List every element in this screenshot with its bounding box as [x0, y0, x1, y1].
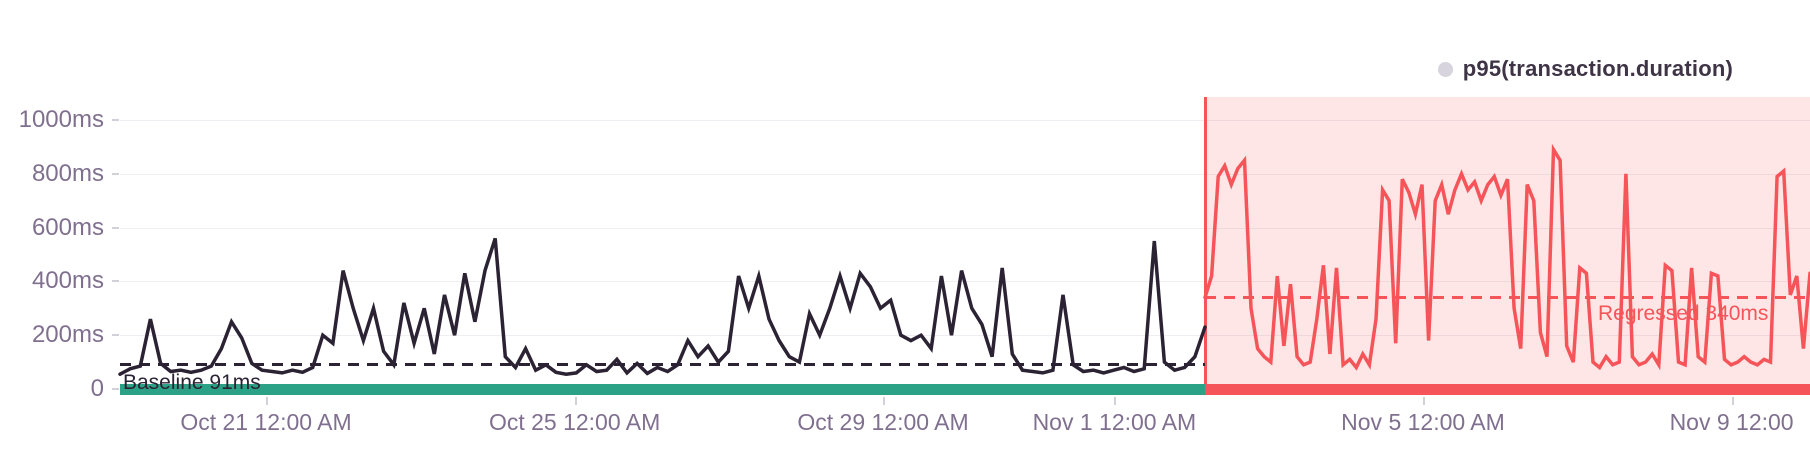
gridline: [120, 335, 1810, 337]
x-axis-label: Nov 5 12:00 AM: [1341, 409, 1505, 435]
y-axis-label: 1000ms: [18, 106, 104, 133]
x-tick-mark: [266, 397, 269, 405]
baseline-period-bar: [120, 384, 1205, 395]
x-tick-mark: [883, 397, 886, 405]
x-tick-mark: [1114, 397, 1117, 405]
y-tick-mark: [112, 172, 119, 175]
legend-item-p95[interactable]: p95(transaction.duration): [1437, 56, 1733, 82]
y-axis-label: 200ms: [31, 321, 104, 349]
x-tick-mark: [1731, 397, 1734, 405]
x-axis-label: Oct 29 12:00 AM: [797, 409, 969, 435]
legend-label: p95(transaction.duration): [1462, 56, 1733, 81]
x-axis-label: Nov 9 12:00: [1669, 409, 1794, 435]
y-tick-mark: [112, 226, 119, 229]
y-axis-label: 600ms: [31, 213, 104, 241]
regressed-annotation: Regressed 340ms: [1598, 302, 1769, 325]
y-axis-label: 400ms: [31, 267, 104, 295]
x-axis-label: Oct 25 12:00 AM: [488, 409, 661, 435]
x-axis-label: Nov 1 12:00 AM: [1032, 409, 1197, 435]
regression-start-border: [1204, 97, 1207, 395]
y-tick-mark: [112, 334, 119, 337]
regression-period-bar: [1205, 384, 1810, 395]
baseline-annotation: Baseline 91ms: [123, 371, 261, 394]
legend-dot-icon: [1437, 61, 1453, 77]
gridline: [120, 120, 1810, 121]
y-tick-mark: [112, 280, 119, 283]
y-tick-mark: [112, 388, 119, 390]
x-axis-label: Oct 21 12:00 AM: [180, 409, 352, 435]
x-tick-mark: [1422, 397, 1425, 405]
regression-region: [1205, 97, 1810, 395]
x-tick-mark: [574, 397, 577, 405]
y-axis-label: 0: [90, 375, 104, 402]
y-tick-mark: [112, 119, 119, 121]
y-axis-label: 800ms: [31, 159, 104, 187]
gridline: [120, 173, 1810, 175]
gridline: [120, 227, 1810, 229]
